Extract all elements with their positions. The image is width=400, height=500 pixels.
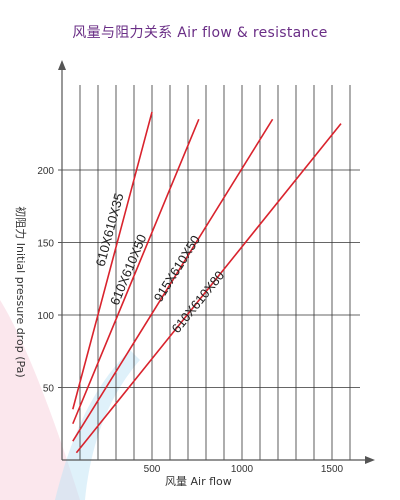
chart-title: 风量与阻力关系 Air flow & resistance [72,25,328,41]
x-tick-label: 500 [144,464,161,475]
x-tick-label: 1500 [321,464,344,475]
y-axis-arrow [58,60,66,70]
y-tick-label: 100 [37,311,54,322]
series-line [72,111,153,410]
horizontal-gridlines [62,169,360,388]
series-line [75,123,342,454]
background-swoosh-pink [0,300,80,500]
tick-labels: 50 100 150 200 500 1000 1500 [37,166,343,475]
x-tick-label: 1000 [231,464,254,475]
series-lines [72,111,342,454]
y-tick-label: 50 [43,384,55,395]
x-axis-arrow [365,456,375,464]
y-axis-title: 初阻力 Initial pressure drop (Pa) [14,206,27,378]
vertical-gridlines [79,85,351,460]
axes [58,60,375,464]
x-axis-title: 风量 Air flow [165,475,232,488]
series-line [72,118,200,425]
y-tick-label: 200 [37,166,54,177]
y-tick-label: 150 [37,239,54,250]
series-line [72,118,274,442]
